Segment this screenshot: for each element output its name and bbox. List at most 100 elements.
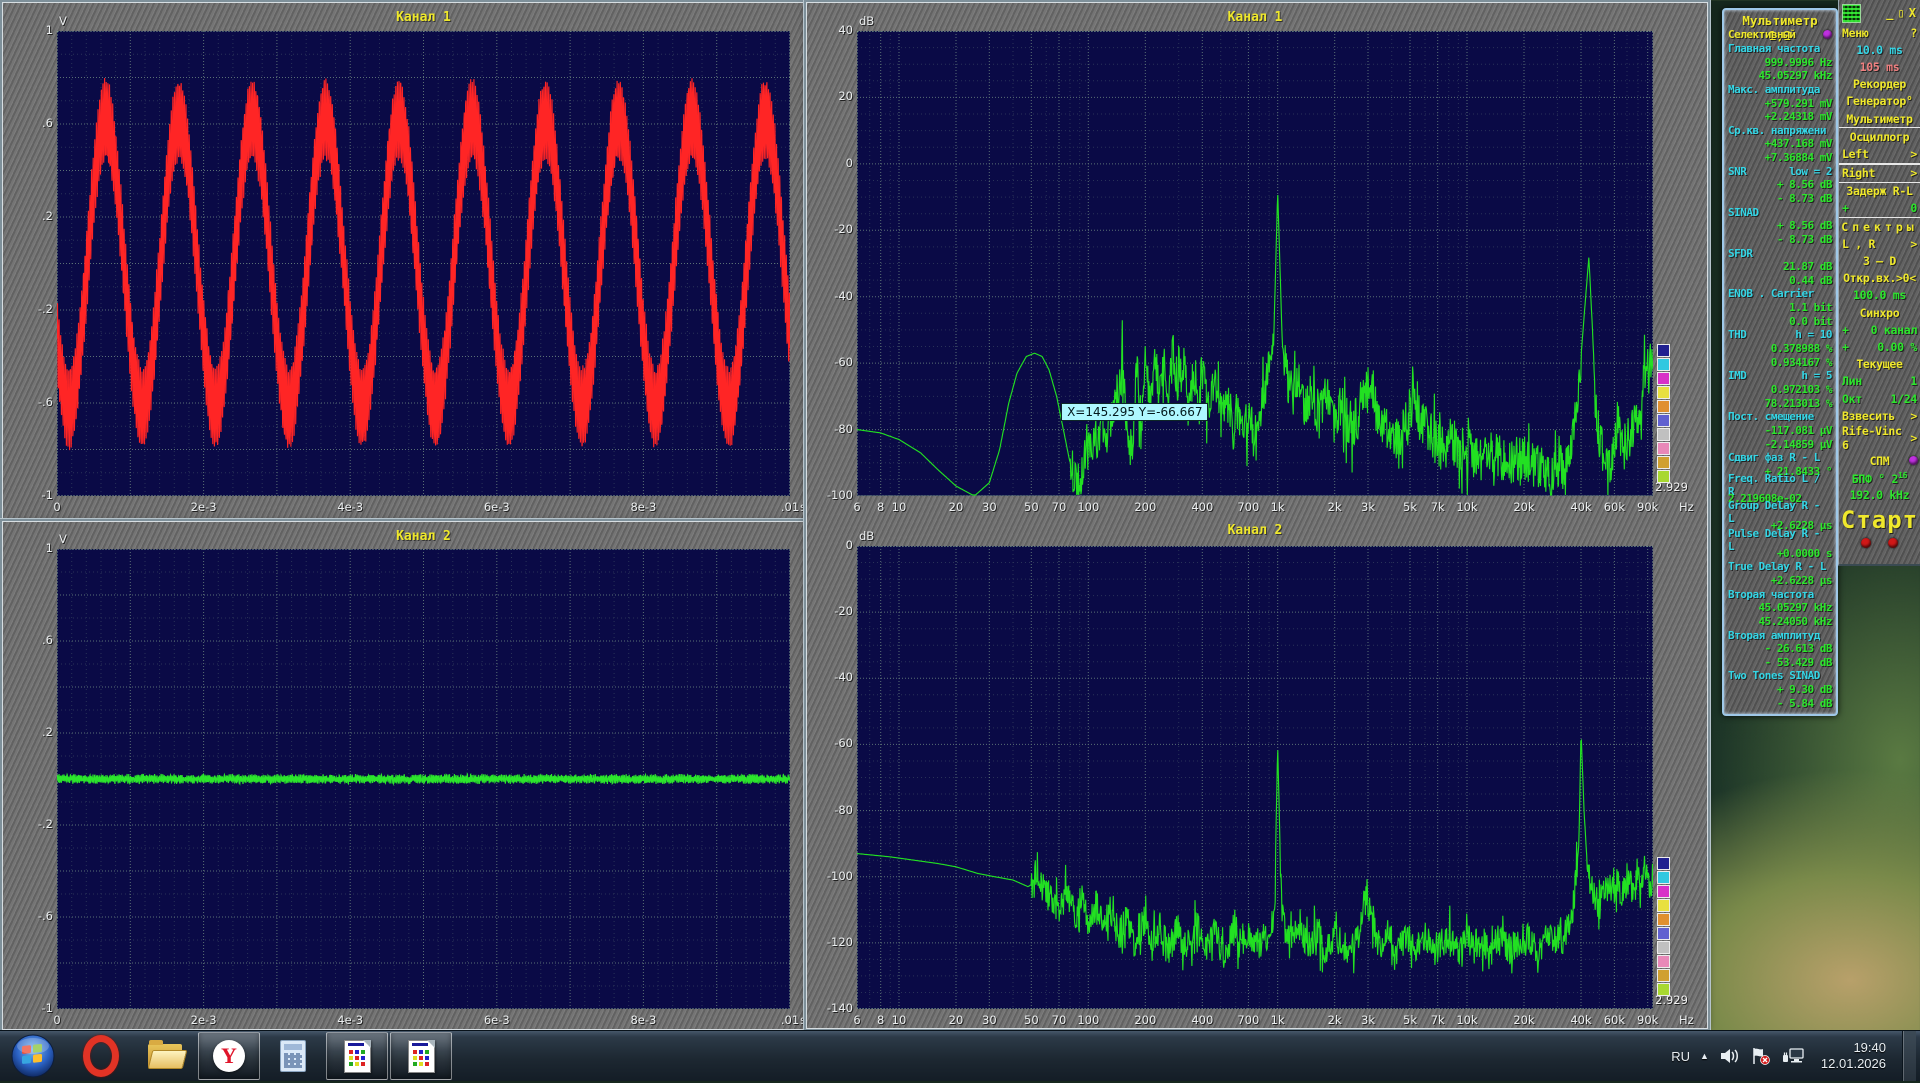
plot-title-ch1-time[interactable]: Канал 1 <box>396 10 451 25</box>
trace-color-swatch[interactable] <box>1657 941 1670 954</box>
oscilloscope-window-ch2: Канал 2 0 = 0 ◀ ⊓ ● 1.6.2-.2-.6-102e-34e… <box>2 521 806 1030</box>
action-center-flag-icon[interactable] <box>1751 1047 1771 1065</box>
multimeter-row: 45.24050 kHz <box>1728 615 1833 629</box>
menu-item-спектры[interactable]: Спектры <box>1839 218 1920 235</box>
multimeter-row: +0.0000 s <box>1728 546 1833 560</box>
taskbar-item-spectra-app-2[interactable] <box>390 1032 452 1080</box>
menu-item--[interactable]: +0 <box>1839 200 1920 219</box>
multimeter-row: + 21.8433 ° <box>1728 465 1833 479</box>
multimeter-value: +2.6228 µs <box>1770 573 1833 587</box>
trace-color-swatch[interactable] <box>1657 913 1670 926</box>
trace-color-swatch[interactable] <box>1657 428 1670 441</box>
trace-color-swatch[interactable] <box>1657 358 1670 371</box>
y-tick-label: -60 <box>834 736 853 751</box>
trace-color-swatch[interactable] <box>1657 442 1670 455</box>
menu-item-value: > <box>1910 431 1917 446</box>
multimeter-value: 45.05297 kHz <box>1758 601 1833 615</box>
trace-color-swatch[interactable] <box>1657 372 1670 385</box>
y-tick-label: -100 <box>826 488 853 502</box>
menu-item-100-0-ms[interactable]: 100.0 ms <box>1839 287 1920 304</box>
trace-color-swatch[interactable] <box>1657 386 1670 399</box>
menu-item-текущее[interactable]: Текущее <box>1839 356 1920 373</box>
menu-item-value: > <box>1910 408 1917 423</box>
menu-item--[interactable]: +0 канал <box>1839 321 1920 338</box>
multimeter-row: 1.1 bit <box>1728 301 1832 315</box>
osc1-plot-area[interactable] <box>56 31 791 496</box>
menu-item-3-d[interactable]: 3 – D <box>1839 252 1920 269</box>
menu-item-right[interactable]: Right > <box>1839 163 1920 183</box>
language-indicator[interactable]: RU <box>1671 1048 1690 1064</box>
trace-color-swatch[interactable] <box>1657 969 1670 982</box>
red-led-icon <box>1861 537 1872 548</box>
trace-color-swatch[interactable] <box>1657 857 1670 870</box>
menu-item-взвесить[interactable]: Взвесить > <box>1839 407 1920 424</box>
menu-item-value: > <box>1910 146 1917 161</box>
menu-item-бпф-2[interactable]: БПФ ° 216 <box>1839 470 1920 487</box>
x-tick-label: 10 <box>891 500 907 514</box>
osc2-plot-area[interactable] <box>56 549 791 1009</box>
menu-item-left[interactable]: Left > <box>1839 145 1920 164</box>
trace-color-swatch[interactable] <box>1657 400 1670 413</box>
trace-color-swatch[interactable] <box>1657 899 1670 912</box>
show-desktop-button[interactable] <box>1902 1031 1916 1081</box>
menu-item-лин[interactable]: Лин 1 <box>1839 373 1920 390</box>
menu-item-192-0-khz[interactable]: 192.0 kHz <box>1839 487 1920 504</box>
spec2-plot-area[interactable] <box>857 545 1654 1010</box>
menu-item-label: Генератор° <box>1846 94 1913 109</box>
trace-color-swatch[interactable] <box>1657 414 1670 427</box>
menu-item-откр-вх-0-[interactable]: Откр.вх.>0< <box>1839 270 1920 287</box>
trace-color-swatch[interactable] <box>1657 955 1670 968</box>
menu-item-рекордер[interactable]: Рекордер <box>1839 76 1920 93</box>
multimeter-panel-title[interactable]: Мультиметр 1,2 <box>1742 13 1818 43</box>
multimeter-row: IMD h = 5 <box>1728 369 1832 383</box>
trace-color-swatch[interactable] <box>1657 344 1670 357</box>
menu-item-окт[interactable]: Окт 1/24 <box>1839 390 1920 407</box>
taskbar-item-yandex-browser[interactable]: Y <box>198 1032 260 1080</box>
menu-item-спм[interactable]: СПМ <box>1839 452 1920 469</box>
taskbar-item-file-explorer[interactable] <box>134 1032 196 1080</box>
menu-item-value: > <box>1910 166 1917 181</box>
menu-item-синхро[interactable]: Синхро <box>1839 304 1920 321</box>
trace-color-swatch[interactable] <box>1657 456 1670 469</box>
menu-item-105-ms[interactable]: 105 ms <box>1839 58 1920 75</box>
start-button[interactable] <box>10 1033 56 1079</box>
trace-color-swatch[interactable] <box>1657 983 1670 996</box>
menu-item-генератор-[interactable]: Генератор° <box>1839 93 1920 110</box>
menu-item-мультиметр[interactable]: Мультиметр <box>1839 110 1920 129</box>
hidden-icons-arrow-icon[interactable]: ▲ <box>1700 1051 1709 1061</box>
multimeter-row: THD h = 10 <box>1728 328 1832 342</box>
network-status-icon[interactable] <box>1781 1047 1805 1065</box>
app-titlebar[interactable]: _ ▯ X <box>1839 2 1920 24</box>
minimize-button[interactable]: _ <box>1886 6 1894 20</box>
close-button[interactable]: X <box>1908 6 1916 20</box>
menu-item-меню[interactable]: Меню? <box>1839 24 1920 41</box>
tray-clock[interactable]: 19:40 12.01.2026 <box>1815 1040 1892 1072</box>
taskbar-item-opera[interactable] <box>70 1032 132 1080</box>
trace-color-swatch[interactable] <box>1657 470 1670 483</box>
menu-item-l-r[interactable]: L , R > <box>1839 235 1920 252</box>
speaker-icon[interactable] <box>1719 1047 1741 1065</box>
menu-item-label: 105 ms <box>1859 59 1900 74</box>
y-tick-label: .6 <box>42 633 53 647</box>
multimeter-row: Главная частота <box>1728 42 1832 56</box>
menu-item-10-0-ms[interactable]: 10.0 ms <box>1839 41 1920 58</box>
taskbar-item-spectra-app-1[interactable] <box>326 1032 388 1080</box>
plot-title-ch1-spectrum[interactable]: Канал 1 <box>1227 10 1283 25</box>
menu-item-задерж-r-l[interactable]: Задерж R-L <box>1839 183 1920 200</box>
taskbar-item-calculator[interactable] <box>262 1032 324 1080</box>
x-tick-label: 100 <box>1077 500 1100 514</box>
menu-item-rife-vinc-6[interactable]: Rife-Vinc 6 > <box>1839 424 1920 452</box>
menu-item-label: Rife-Vinc 6 <box>1842 424 1902 453</box>
menu-item-старт[interactable]: Старт <box>1839 504 1920 536</box>
plot-title-ch2-spectrum[interactable]: Канал 2 <box>1227 523 1283 538</box>
spec1-plot-area[interactable] <box>857 30 1654 497</box>
multimeter-label: Group Delay R - L <box>1728 499 1820 526</box>
x-tick-label: .01 <box>780 1013 800 1027</box>
trace-color-swatch[interactable] <box>1657 885 1670 898</box>
plot-title-ch2-time[interactable]: Канал 2 <box>396 529 451 544</box>
menu-item-осциллогр[interactable]: Осциллогр <box>1839 128 1920 145</box>
maximize-button[interactable]: ▯ <box>1897 6 1905 20</box>
trace-color-swatch[interactable] <box>1657 927 1670 940</box>
trace-color-swatch[interactable] <box>1657 871 1670 884</box>
menu-item--[interactable]: +0.00 % <box>1839 338 1920 355</box>
